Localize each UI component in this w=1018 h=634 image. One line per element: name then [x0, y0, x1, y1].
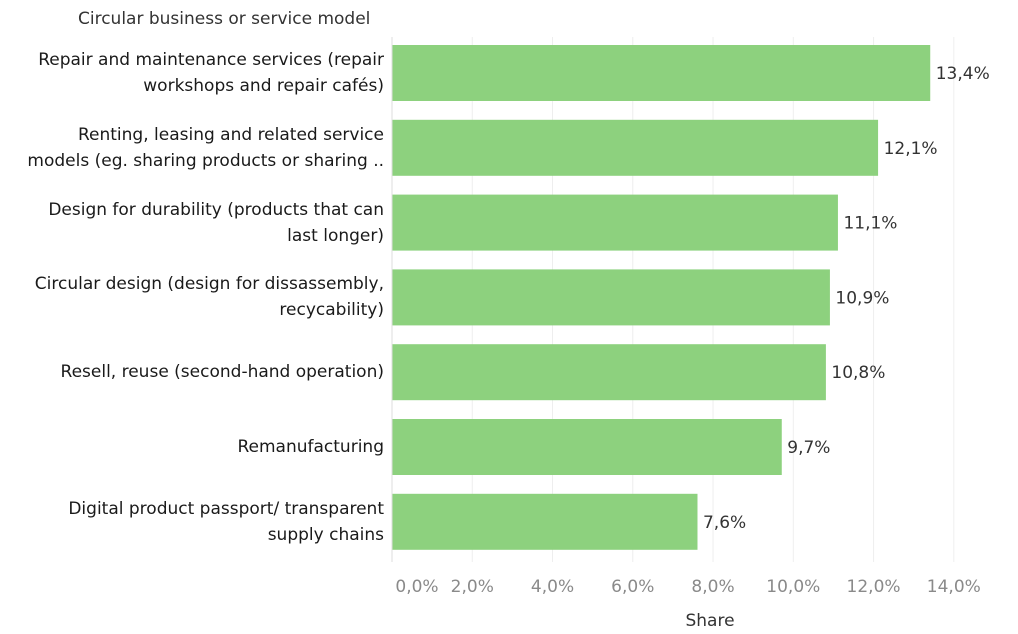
category-label-line: Repair and maintenance services (repair [38, 50, 384, 70]
category-label-line: Resell, reuse (second-hand operation) [60, 362, 384, 383]
x-tick-label: 8,0% [691, 577, 734, 597]
category-label-line: last longer) [287, 225, 384, 246]
bar [392, 45, 931, 101]
row-header: Circular business or service model [78, 9, 371, 29]
bar [392, 269, 830, 326]
x-tick-label: 0,0% [395, 577, 438, 597]
value-label: 11,1% [843, 214, 897, 234]
x-tick-label: 6,0% [611, 577, 654, 597]
value-label: 7,6% [703, 513, 746, 533]
category-label-line: workshops and repair cafés) [143, 76, 384, 96]
bar [392, 344, 826, 401]
x-tick-label: 2,0% [451, 577, 494, 597]
bar [392, 493, 698, 550]
category-label: Circular design (design for dissassembly… [0, 271, 384, 323]
category-label: Design for durability (products that can… [0, 197, 384, 249]
value-label: 10,9% [835, 288, 889, 308]
category-label-line: Circular design (design for dissassembly… [34, 274, 384, 295]
x-tick-label: 14,0% [927, 577, 981, 597]
value-label: 12,1% [884, 139, 938, 159]
x-tick-label: 10,0% [766, 577, 820, 597]
category-label-line: Design for durability (products that can [48, 199, 384, 220]
value-label: 13,4% [936, 64, 990, 84]
x-tick-label: 12,0% [847, 577, 901, 597]
category-label-line: models (eg. sharing products or sharing … [27, 150, 384, 171]
bar [392, 194, 838, 251]
category-label-line: recycability) [279, 300, 384, 321]
x-axis-title: Share [685, 611, 735, 631]
category-label: Resell, reuse (second-hand operation) [0, 359, 384, 385]
category-label: Digital product passport/ transparent sup… [0, 496, 384, 548]
x-tick-label: 4,0% [531, 577, 574, 597]
category-label: Remanufacturing [0, 434, 384, 460]
bar [392, 419, 782, 475]
bar [392, 119, 879, 176]
value-label: 10,8% [831, 363, 885, 383]
category-label-line: Remanufacturing [237, 437, 384, 457]
category-label-line: supply chains [267, 524, 384, 545]
category-label-line: Digital product passport/ transparent [68, 498, 384, 519]
value-label: 9,7% [787, 438, 830, 458]
category-label-line: Renting, leasing and related service [77, 124, 384, 145]
category-label: Renting, leasing and related service mode… [0, 122, 384, 174]
category-label: Repair and maintenance services (repair w… [0, 47, 384, 99]
